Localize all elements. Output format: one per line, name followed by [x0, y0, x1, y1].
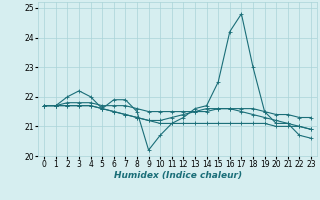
X-axis label: Humidex (Indice chaleur): Humidex (Indice chaleur) — [114, 171, 242, 180]
